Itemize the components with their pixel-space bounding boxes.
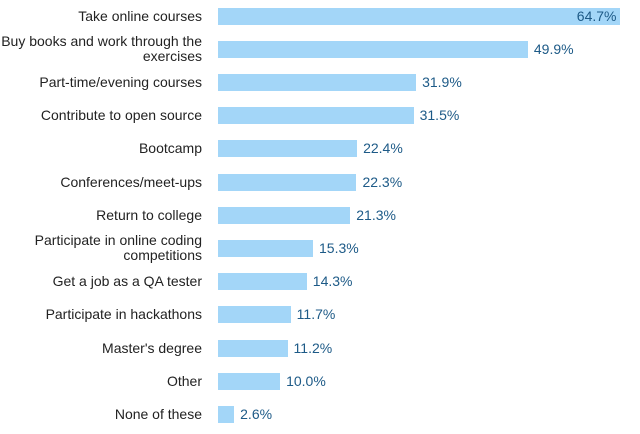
category-label: Take online courses xyxy=(78,7,202,24)
value-label: 10.0% xyxy=(286,372,326,389)
bar xyxy=(218,107,414,125)
category-label: Conferences/meet-ups xyxy=(60,173,202,190)
bar xyxy=(218,372,281,390)
category-label: Return to college xyxy=(96,206,202,223)
value-label: 21.3% xyxy=(356,206,396,223)
value-label: 64.7% xyxy=(576,7,617,24)
bar xyxy=(218,7,620,25)
bar xyxy=(218,140,358,158)
category-label: Participate in hackathons xyxy=(45,306,202,323)
category-label: Buy books and work through the exercises xyxy=(1,33,202,65)
bar xyxy=(218,40,528,58)
bar xyxy=(218,339,288,357)
value-label: 22.4% xyxy=(363,140,403,157)
bar xyxy=(218,73,417,91)
category-label: Part-time/evening courses xyxy=(39,73,202,90)
value-label: 31.9% xyxy=(422,73,462,90)
category-label: Contribute to open source xyxy=(40,107,202,124)
category-label: Get a job as a QA tester xyxy=(52,273,202,290)
bar xyxy=(218,173,357,191)
value-label: 11.2% xyxy=(293,339,333,356)
category-label: Participate in online coding competition… xyxy=(34,232,202,264)
category-label: Bootcamp xyxy=(138,140,202,157)
bar xyxy=(218,405,235,423)
bar xyxy=(218,239,313,257)
category-label: Other xyxy=(166,372,202,389)
value-label: 31.5% xyxy=(419,107,460,124)
value-label: 14.3% xyxy=(312,273,353,290)
value-label: 22.3% xyxy=(362,173,403,190)
category-label: None of these xyxy=(114,405,202,422)
value-label: 15.3% xyxy=(319,239,359,256)
category-label: Master's degree xyxy=(102,339,202,356)
value-label: 49.9% xyxy=(533,40,574,57)
bar xyxy=(218,206,351,224)
bar xyxy=(218,306,291,324)
value-label: 2.6% xyxy=(240,405,273,422)
bar xyxy=(218,273,307,291)
value-label: 11.7% xyxy=(296,306,336,323)
